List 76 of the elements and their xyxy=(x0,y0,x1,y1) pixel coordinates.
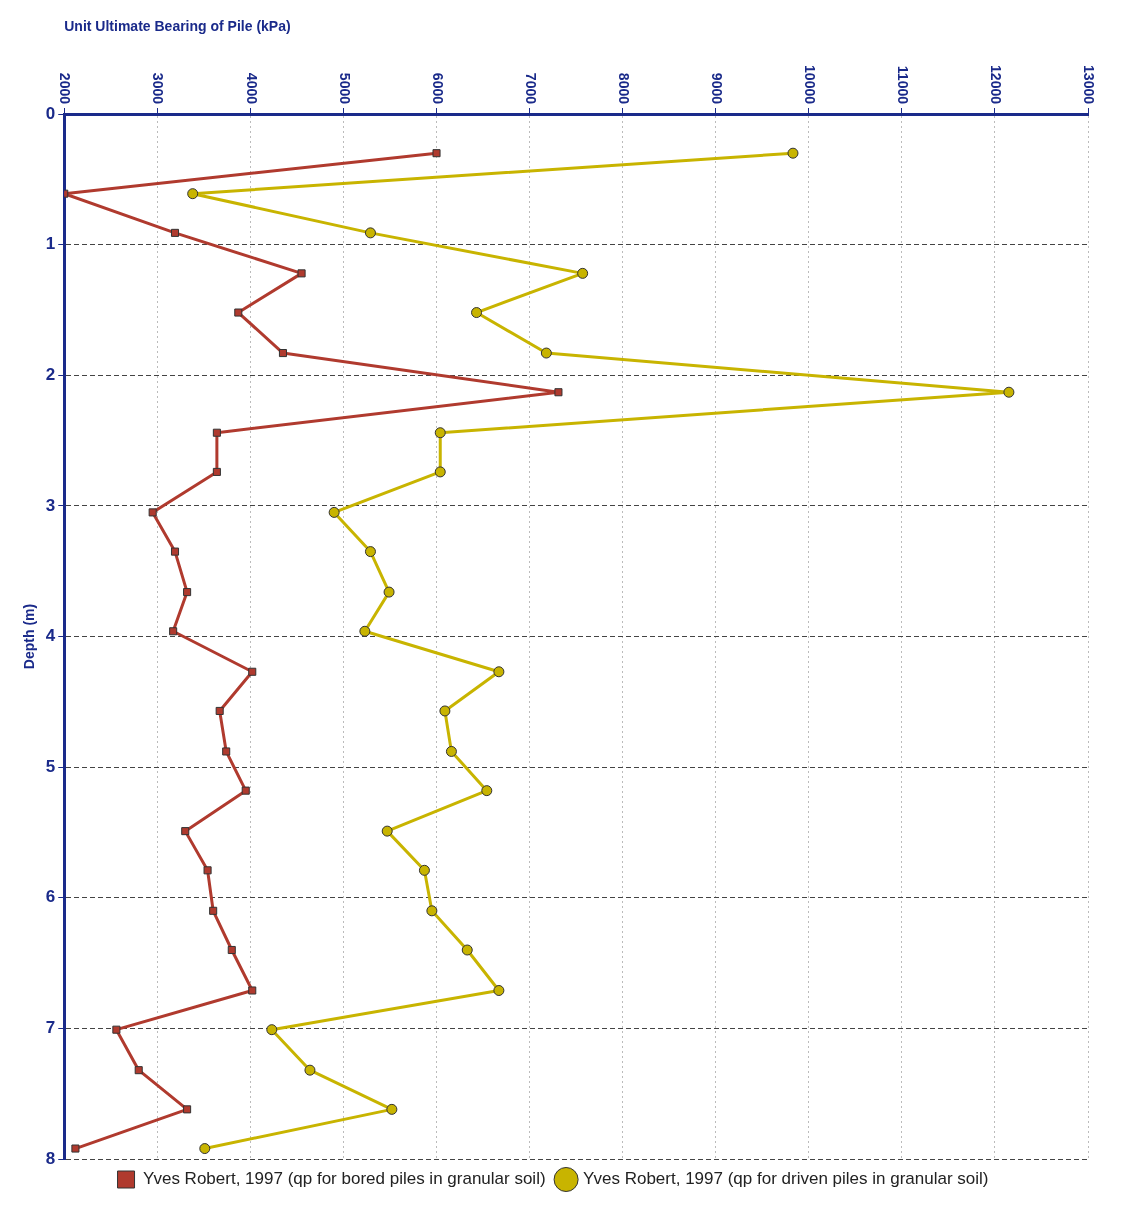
point xyxy=(241,786,250,795)
legend-label: Yves Robert, 1997 (qp for bored piles in granular soil) xyxy=(143,1169,546,1189)
point xyxy=(215,706,224,715)
x-axis-title: Unit Ultimate Bearing of Pile (kPa) xyxy=(64,17,291,34)
y-tick-label: 8 xyxy=(45,1148,56,1168)
point xyxy=(212,428,221,437)
y-tick-label: 6 xyxy=(45,887,56,907)
point xyxy=(439,705,451,717)
point xyxy=(386,1103,398,1115)
point xyxy=(71,1144,80,1153)
point xyxy=(471,307,483,319)
point xyxy=(248,667,257,676)
point xyxy=(359,625,371,637)
x-tick-label: 9000 xyxy=(708,72,725,105)
point xyxy=(364,546,376,558)
point xyxy=(170,547,180,556)
point xyxy=(278,349,287,358)
x-tick-label: 2000 xyxy=(57,72,74,105)
point xyxy=(328,506,340,518)
point xyxy=(432,149,441,158)
point xyxy=(266,1024,278,1036)
point xyxy=(493,984,505,996)
point xyxy=(227,945,236,955)
x-tick-label: 6000 xyxy=(429,72,446,105)
x-tick-label: 3000 xyxy=(150,72,167,105)
point xyxy=(248,986,257,995)
x-tick-label: 11000 xyxy=(895,65,912,105)
x-tick-label: 13000 xyxy=(1081,65,1098,105)
x-tick-label: 8000 xyxy=(615,72,632,105)
x-tick-label: 5000 xyxy=(336,72,353,105)
x-tick-label: 12000 xyxy=(988,65,1005,105)
legend-label: Yves Robert, 1997 (qp for driven piles in granular soil) xyxy=(583,1169,989,1189)
point xyxy=(199,1143,211,1155)
point xyxy=(381,825,393,837)
point xyxy=(364,227,376,239)
point xyxy=(304,1064,316,1076)
y-axis-title: Depth (m) xyxy=(21,603,38,670)
point xyxy=(169,627,178,636)
point xyxy=(134,1066,143,1075)
point xyxy=(1003,386,1015,398)
point xyxy=(183,588,192,597)
point xyxy=(445,745,457,757)
point xyxy=(297,269,306,278)
x-tick-label: 7000 xyxy=(522,72,539,105)
point xyxy=(787,147,799,159)
point xyxy=(554,388,563,397)
point xyxy=(434,427,446,439)
y-tick-label: 4 xyxy=(45,626,56,646)
point xyxy=(383,586,395,598)
point xyxy=(112,1025,121,1034)
point xyxy=(434,466,446,478)
point xyxy=(426,905,438,917)
point xyxy=(540,347,552,359)
x-tick-label: 10000 xyxy=(801,65,818,105)
point xyxy=(577,267,589,279)
y-tick-label: 2 xyxy=(45,364,56,384)
point xyxy=(222,747,231,756)
point xyxy=(148,508,157,517)
point xyxy=(183,1105,192,1114)
point xyxy=(209,906,218,915)
x-tick-label: 4000 xyxy=(243,72,260,105)
point xyxy=(234,308,243,317)
point xyxy=(212,467,221,476)
y-tick-label: 5 xyxy=(45,756,56,776)
point xyxy=(481,785,493,797)
point xyxy=(187,188,199,200)
point xyxy=(461,944,473,956)
y-tick-label: 3 xyxy=(45,495,56,515)
point xyxy=(418,864,430,876)
point xyxy=(181,827,190,836)
point xyxy=(170,228,180,237)
point xyxy=(493,666,505,678)
y-tick-label: 7 xyxy=(45,1018,56,1038)
y-tick-label: 1 xyxy=(45,234,56,254)
point xyxy=(203,866,212,875)
y-tick-label: 0 xyxy=(45,103,56,123)
